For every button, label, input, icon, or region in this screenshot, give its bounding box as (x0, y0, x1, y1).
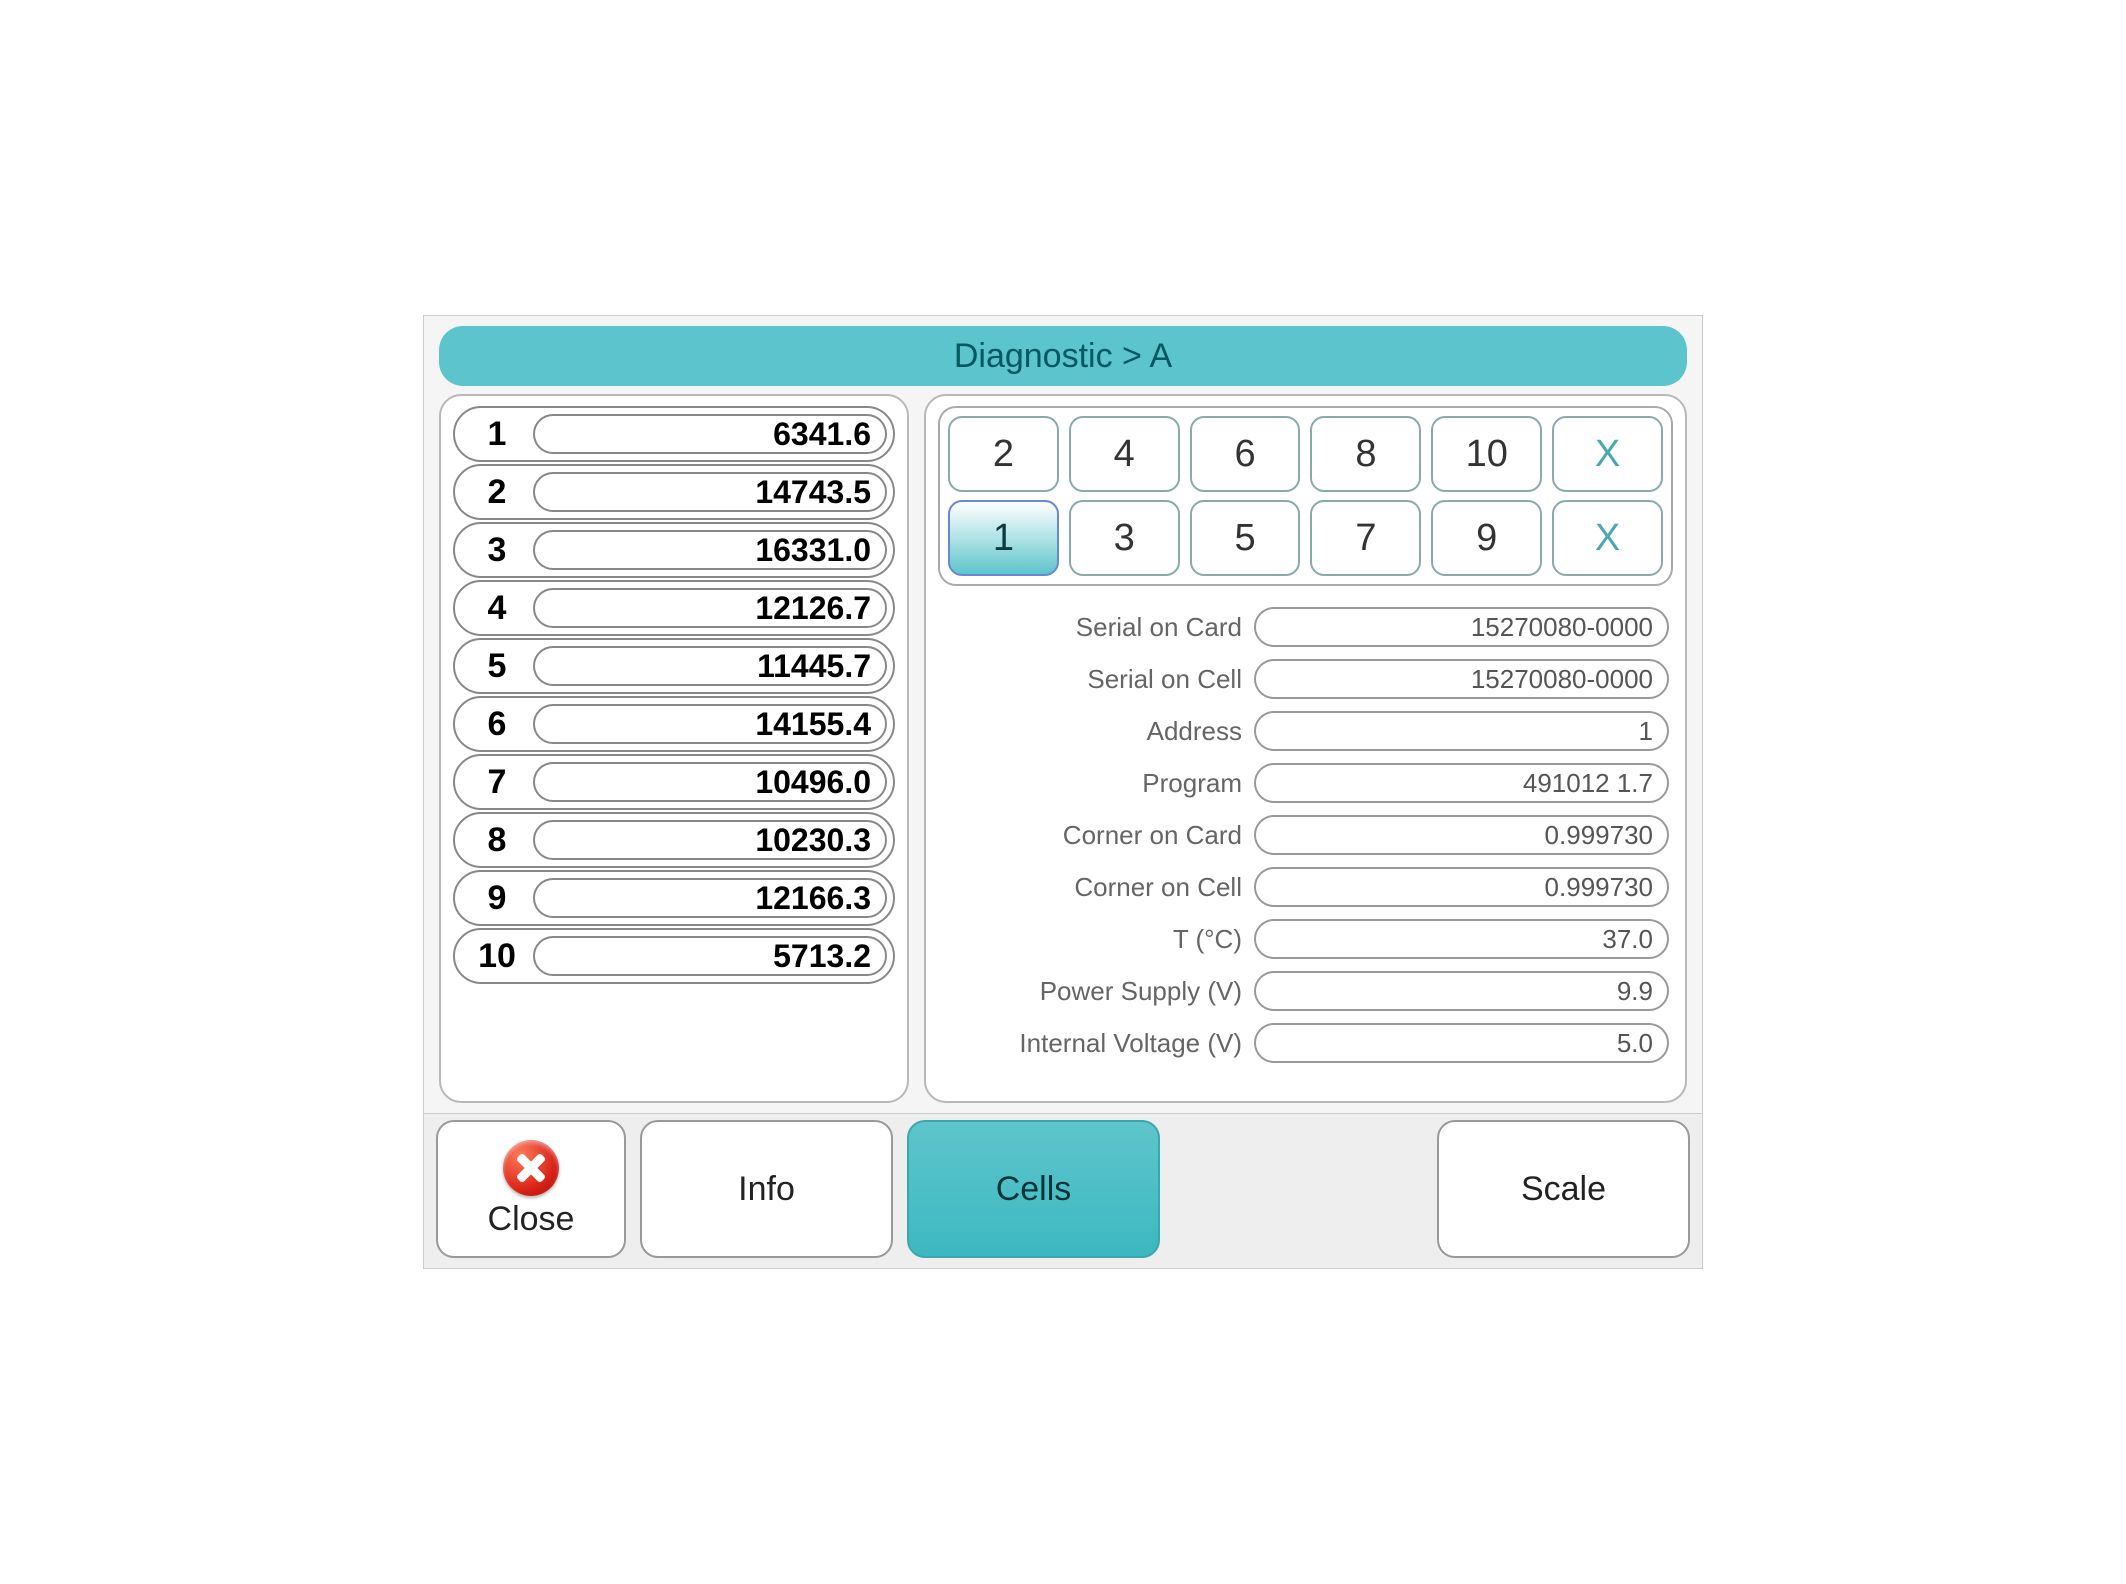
reading-index: 10 (469, 937, 525, 976)
detail-row: Internal Voltage (V) 5.0 (942, 1020, 1669, 1066)
info-label: Info (738, 1170, 795, 1209)
reading-value: 16331.0 (533, 530, 887, 570)
cell-key-10[interactable]: 10 (1431, 416, 1542, 492)
reading-row: 412126.7 (453, 580, 895, 636)
detail-value: 15270080-0000 (1254, 607, 1669, 647)
cell-key-9[interactable]: 9 (1431, 500, 1542, 576)
detail-label: T (°C) (942, 924, 1242, 955)
detail-label: Corner on Cell (942, 872, 1242, 903)
detail-row: Program 491012 1.7 (942, 760, 1669, 806)
reading-index: 3 (469, 531, 525, 570)
reading-value: 12126.7 (533, 588, 887, 628)
reading-row: 316331.0 (453, 522, 895, 578)
diagnostic-screen: Diagnostic > A 16341.6214743.5316331.041… (423, 315, 1703, 1269)
detail-row: T (°C) 37.0 (942, 916, 1669, 962)
detail-label: Corner on Card (942, 820, 1242, 851)
cells-label: Cells (996, 1170, 1072, 1209)
cell-key-8[interactable]: 8 (1310, 416, 1421, 492)
reading-row: 16341.6 (453, 406, 895, 462)
reading-index: 9 (469, 879, 525, 918)
reading-value: 6341.6 (533, 414, 887, 454)
scale-label: Scale (1521, 1170, 1606, 1209)
detail-row: Serial on Cell 15270080-0000 (942, 656, 1669, 702)
cell-detail-panel: 246810X 13579X Serial on Card15270080-00… (924, 394, 1687, 1103)
detail-value: 1 (1254, 711, 1669, 751)
detail-label: Address (942, 716, 1242, 747)
detail-value: 15270080-0000 (1254, 659, 1669, 699)
cell-key-3[interactable]: 3 (1069, 500, 1180, 576)
detail-value: 5.0 (1254, 1023, 1669, 1063)
detail-row: Power Supply (V) 9.9 (942, 968, 1669, 1014)
cell-clear-key[interactable]: X (1552, 416, 1663, 492)
reading-row: 511445.7 (453, 638, 895, 694)
detail-row: Serial on Card 15270080-0000 (942, 604, 1669, 650)
reading-index: 1 (469, 415, 525, 454)
detail-value: 37.0 (1254, 919, 1669, 959)
reading-value: 10496.0 (533, 762, 887, 802)
detail-value: 0.999730 (1254, 867, 1669, 907)
detail-value: 491012 1.7 (1254, 763, 1669, 803)
cell-key-5[interactable]: 5 (1190, 500, 1301, 576)
cell-selector-keypad: 246810X 13579X (938, 406, 1673, 586)
scale-button[interactable]: Scale (1437, 1120, 1690, 1258)
reading-index: 6 (469, 705, 525, 744)
cell-key-6[interactable]: 6 (1190, 416, 1301, 492)
reading-value: 12166.3 (533, 878, 887, 918)
reading-value: 14743.5 (533, 472, 887, 512)
detail-value: 0.999730 (1254, 815, 1669, 855)
reading-index: 7 (469, 763, 525, 802)
detail-label: Internal Voltage (V) (942, 1028, 1242, 1059)
close-button[interactable]: Close (436, 1120, 626, 1258)
detail-label: Program (942, 768, 1242, 799)
cell-key-1[interactable]: 1 (948, 500, 1059, 576)
reading-value: 11445.7 (533, 646, 887, 686)
detail-row: Corner on Card 0.999730 (942, 812, 1669, 858)
cell-key-2[interactable]: 2 (948, 416, 1059, 492)
cells-button[interactable]: Cells (907, 1120, 1160, 1258)
readings-panel: 16341.6214743.5316331.0412126.7511445.76… (439, 394, 909, 1103)
reading-index: 4 (469, 589, 525, 628)
reading-index: 8 (469, 821, 525, 860)
detail-label: Serial on Card (942, 612, 1242, 643)
detail-label: Serial on Cell (942, 664, 1242, 695)
detail-label: Power Supply (V) (942, 976, 1242, 1007)
reading-value: 14155.4 (533, 704, 887, 744)
reading-value: 10230.3 (533, 820, 887, 860)
detail-value: 9.9 (1254, 971, 1669, 1011)
footer-toolbar: Close Info Cells Scale (424, 1113, 1702, 1268)
close-icon (503, 1140, 559, 1196)
info-button[interactable]: Info (640, 1120, 893, 1258)
detail-row: Corner on Cell 0.999730 (942, 864, 1669, 910)
detail-row: Address 1 (942, 708, 1669, 754)
reading-row: 214743.5 (453, 464, 895, 520)
cell-key-7[interactable]: 7 (1310, 500, 1421, 576)
breadcrumb-header: Diagnostic > A (439, 326, 1687, 386)
reading-row: 710496.0 (453, 754, 895, 810)
close-label: Close (488, 1200, 575, 1239)
reading-index: 2 (469, 473, 525, 512)
cell-detail-list: Serial on Card15270080-0000Serial on Cel… (938, 604, 1673, 1066)
reading-index: 5 (469, 647, 525, 686)
reading-row: 105713.2 (453, 928, 895, 984)
reading-row: 912166.3 (453, 870, 895, 926)
main-area: 16341.6214743.5316331.0412126.7511445.76… (424, 394, 1702, 1113)
cell-clear-key[interactable]: X (1552, 500, 1663, 576)
reading-value: 5713.2 (533, 936, 887, 976)
footer-spacer (1174, 1120, 1423, 1258)
cell-key-4[interactable]: 4 (1069, 416, 1180, 492)
reading-row: 810230.3 (453, 812, 895, 868)
reading-row: 614155.4 (453, 696, 895, 752)
